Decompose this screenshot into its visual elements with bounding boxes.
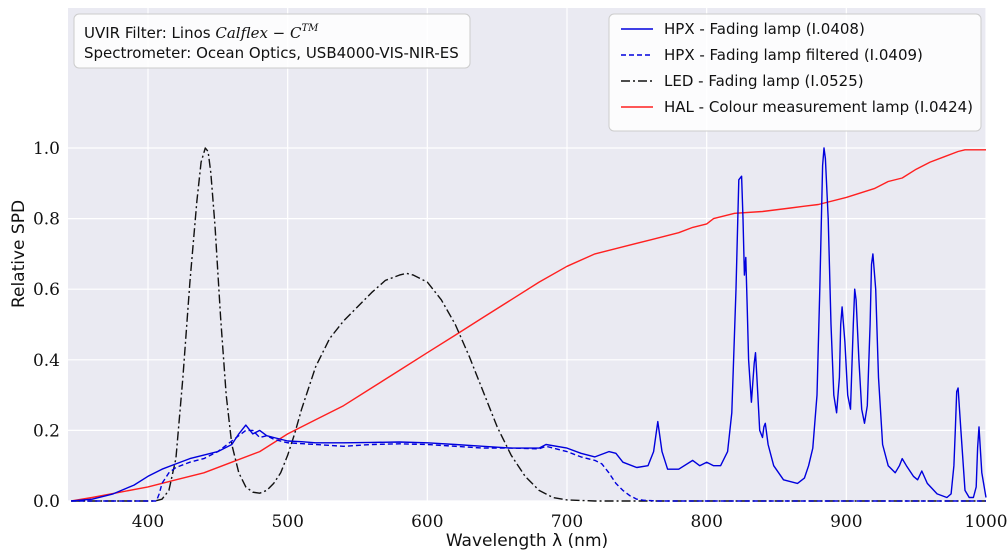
x-tick-label: 600 — [411, 512, 443, 532]
y-tick-labels: 0.0 0.2 0.4 0.6 0.8 1.0 — [33, 139, 60, 512]
y-tick-label: 0.4 — [33, 351, 60, 371]
legend-label: HAL - Colour measurement lamp (I.0424) — [664, 98, 973, 116]
legend-label: HPX - Fading lamp (I.0408) — [664, 20, 865, 38]
x-tick-label: 1000 — [964, 512, 1007, 532]
legend: HPX - Fading lamp (I.0408) HPX - Fading l… — [608, 13, 982, 132]
annotation-math: Calflex − C — [215, 24, 302, 42]
annotation-line2: Spectrometer: Ocean Optics, USB4000-VIS-… — [84, 44, 459, 62]
y-tick-label: 0.6 — [33, 280, 60, 300]
x-tick-label: 800 — [690, 512, 722, 532]
annotation-line1: UVIR Filter: Linos — [84, 24, 215, 42]
x-tick-labels: 400 500 600 700 800 900 1000 — [132, 512, 1008, 532]
series-line — [71, 147, 987, 502]
x-tick-label: 500 — [271, 512, 303, 532]
annotation-superscript: TM — [302, 23, 320, 34]
y-tick-label: 0.0 — [33, 492, 60, 512]
series-layer — [71, 147, 987, 502]
x-tick-label: 700 — [551, 512, 583, 532]
legend-label: HPX - Fading lamp filtered (I.0409) — [664, 46, 923, 64]
y-tick-label: 1.0 — [33, 139, 60, 159]
series-line — [71, 147, 986, 502]
annotation-box: UVIR Filter: Linos Calflex − CTM Spectro… — [73, 13, 471, 69]
svg-text:UVIR Filter: Linos Calflex − C: UVIR Filter: Linos Calflex − CTM — [84, 23, 319, 42]
y-tick-label: 0.2 — [33, 421, 60, 441]
legend-label: LED - Fading lamp (I.0525) — [664, 72, 864, 90]
y-axis-label: Relative SPD — [9, 200, 29, 308]
x-axis-label: Wavelength λ (nm) — [446, 531, 608, 551]
series-line — [71, 429, 986, 502]
x-tick-label: 400 — [132, 512, 164, 532]
series-line — [71, 149, 986, 502]
x-tick-label: 900 — [830, 512, 862, 532]
y-tick-label: 0.8 — [33, 210, 60, 230]
